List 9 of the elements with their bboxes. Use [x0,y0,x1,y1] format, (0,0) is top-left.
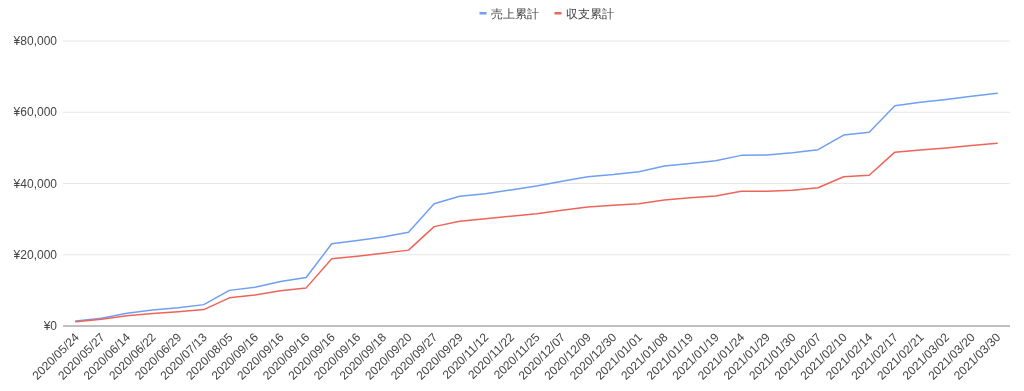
y-tick-label: ¥40,000 [12,176,58,191]
y-tick-label: ¥80,000 [12,34,58,48]
y-tick-label: ¥0 [42,319,58,333]
y-tick-label: ¥60,000 [12,105,58,120]
legend-label: 収支累計 [565,7,614,21]
line-series [75,92,998,322]
legend-label: 売上累計 [490,7,539,21]
y-tick-label: ¥20,000 [12,247,58,262]
line-series [75,142,998,323]
